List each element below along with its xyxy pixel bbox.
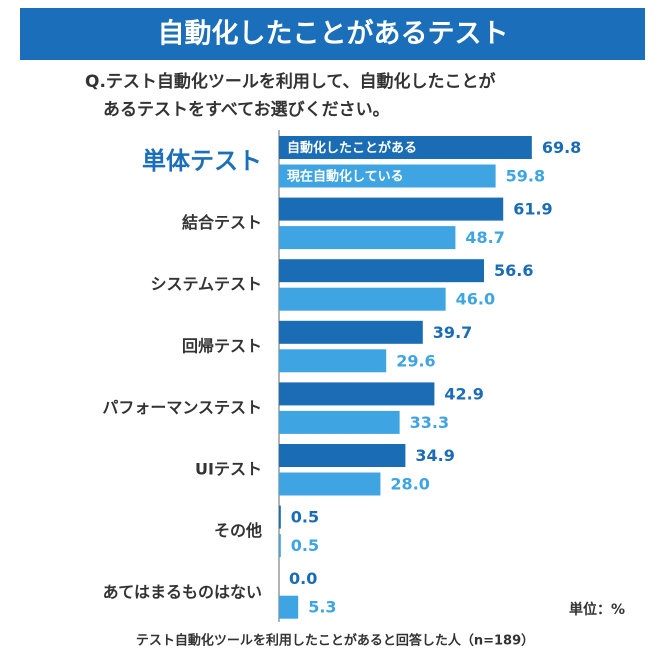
bar: [279, 410, 400, 434]
value-label: 42.9: [444, 384, 483, 403]
value-label: 61.9: [513, 200, 552, 219]
category-label: 回帰テスト: [182, 336, 262, 355]
value-label: 0.0: [289, 569, 317, 588]
bar: [279, 534, 281, 558]
value-label: 33.3: [410, 413, 449, 432]
category-label: その他: [214, 521, 262, 540]
value-label: 59.8: [506, 167, 545, 186]
bar: [279, 287, 446, 311]
bar: [279, 349, 387, 373]
note: テスト自動化ツールを利用したことがあると回答した人（n=189）: [136, 633, 534, 649]
category-label: システムテスト: [150, 275, 262, 294]
bar: [279, 164, 496, 188]
bar: [279, 320, 423, 344]
category-label: UIテスト: [195, 460, 262, 479]
bar: [279, 382, 435, 406]
chart-title: 自動化したことがあるテスト: [158, 18, 509, 50]
category-label: パフォーマンステスト: [102, 398, 262, 417]
value-label: 29.6: [396, 351, 435, 370]
value-label: 39.7: [433, 323, 472, 342]
legend-label: 自動化したことがある: [287, 140, 417, 156]
value-label: 34.9: [415, 446, 454, 465]
value-label: 69.8: [542, 138, 581, 157]
bar: [279, 226, 456, 250]
bar: [279, 197, 504, 221]
bar: [279, 259, 485, 283]
bar: [279, 595, 299, 619]
category-label: あてはまるものはない: [103, 583, 262, 602]
bar: [279, 444, 406, 467]
unit: 単位：%: [569, 601, 625, 618]
value-label: 28.0: [390, 475, 429, 494]
bar: [279, 136, 532, 159]
value-label: 0.5: [291, 508, 319, 527]
bar: [279, 472, 381, 496]
question: あるテストをすべてお選びください。: [103, 100, 390, 120]
bar: [279, 505, 281, 529]
value-label: 5.3: [308, 598, 336, 617]
value-label: 48.7: [465, 228, 504, 247]
value-label: 0.5: [291, 536, 319, 555]
title-banner: [20, 8, 645, 60]
value-label: 56.6: [494, 261, 533, 280]
legend-label: 現在自動化している: [287, 169, 404, 185]
category-label: 単体テスト: [142, 147, 262, 175]
question: Q.テスト自動化ツールを利用して、自動化したことが: [85, 71, 496, 92]
category-label: 結合テスト: [182, 213, 262, 232]
value-label: 46.0: [456, 290, 495, 309]
